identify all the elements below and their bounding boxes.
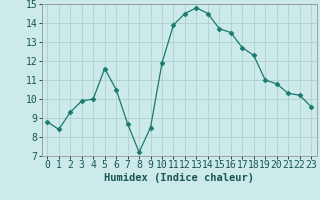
X-axis label: Humidex (Indice chaleur): Humidex (Indice chaleur) <box>104 173 254 183</box>
